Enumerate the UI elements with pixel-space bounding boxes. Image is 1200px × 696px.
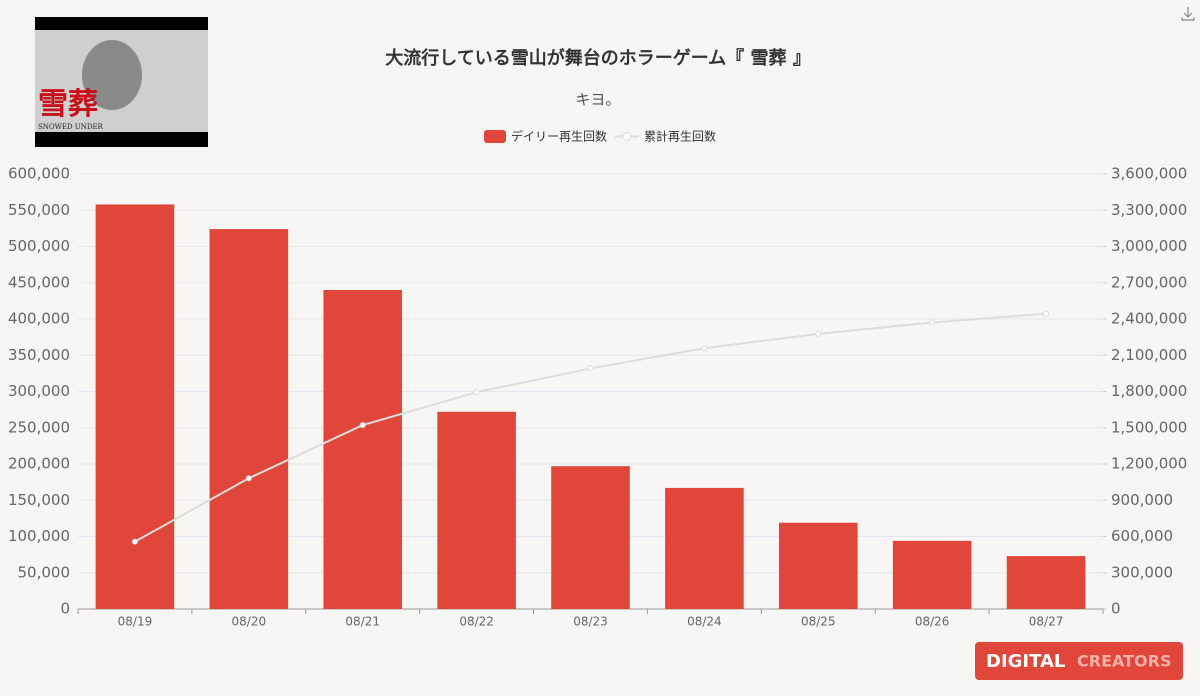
- line-point: [701, 345, 708, 352]
- logo-text[interactable]: CREATORS: [1077, 652, 1172, 671]
- y2-tick-label: 3,600,000: [1111, 165, 1187, 183]
- bar: [1006, 556, 1086, 609]
- y-tick-label: 100,000: [8, 527, 70, 545]
- line-point: [245, 475, 252, 482]
- line-point: [359, 422, 366, 429]
- thumbnail-title: 雪葬: [38, 87, 98, 122]
- thumbnail-figure: [82, 40, 142, 110]
- line-point: [815, 330, 822, 337]
- x-tick-label: 08/22: [459, 615, 494, 629]
- line-point: [131, 538, 138, 545]
- y2-tick-label: 900,000: [1111, 491, 1173, 509]
- bar: [778, 522, 858, 609]
- x-tick-label: 08/20: [232, 615, 267, 629]
- y-tick-label: 50,000: [18, 563, 71, 581]
- x-tick-label: 08/21: [345, 615, 380, 629]
- bar: [892, 540, 972, 609]
- download-glyph[interactable]: [1181, 7, 1195, 21]
- y-tick-label: 550,000: [8, 201, 70, 219]
- line-point: [473, 389, 480, 396]
- logo-box[interactable]: [975, 642, 1183, 680]
- bar: [665, 487, 744, 609]
- y2-tick-label: 0: [1111, 600, 1121, 618]
- thumbnail-subtitle: SNOWED UNDER: [38, 123, 104, 131]
- y-tick-label: 150,000: [8, 491, 70, 509]
- logo[interactable]: DIGITAL CREATORS: [975, 642, 1183, 680]
- y2-tick-label: 2,100,000: [1111, 346, 1187, 364]
- bar: [95, 204, 175, 609]
- y2-tick-label: 300,000: [1111, 563, 1173, 581]
- chart-title: 大流行している雪山が舞台のホラーゲーム『 雪葬 』: [385, 47, 810, 69]
- y-tick-label: 200,000: [8, 455, 70, 473]
- y2-tick-label: 600,000: [1111, 527, 1173, 545]
- y2-tick-label: 3,000,000: [1111, 237, 1187, 255]
- x-tick-label: 08/26: [915, 615, 950, 629]
- bar: [209, 229, 289, 609]
- x-tick-label: 08/24: [687, 615, 722, 629]
- download-icon[interactable]: [1181, 7, 1195, 21]
- y-tick-label: 300,000: [8, 382, 70, 400]
- line-point: [587, 365, 594, 372]
- line-point: [929, 319, 936, 326]
- y-tick-label: 350,000: [8, 346, 70, 364]
- y2-tick-label: 3,300,000: [1111, 201, 1187, 219]
- x-tick-label: 08/19: [118, 615, 153, 629]
- y2-tick-label: 1,800,000: [1111, 382, 1187, 400]
- bar: [323, 290, 403, 609]
- y2-tick-label: 1,500,000: [1111, 418, 1187, 436]
- legend-label: デイリー再生回数: [511, 129, 607, 144]
- y2-tick-label: 2,400,000: [1111, 310, 1187, 328]
- legend-label: 累計再生回数: [644, 129, 716, 144]
- bar: [551, 466, 630, 609]
- line-point: [1043, 310, 1050, 317]
- y-tick-label: 450,000: [8, 273, 70, 291]
- x-tick-label: 08/27: [1029, 615, 1064, 629]
- logo-text[interactable]: DIGITAL: [986, 651, 1065, 672]
- y-tick-label: 500,000: [8, 237, 70, 255]
- y-tick-label: 600,000: [8, 165, 70, 183]
- thumbnail: 雪葬 SNOWED UNDER: [35, 17, 208, 147]
- y2-tick-label: 1,200,000: [1111, 455, 1187, 473]
- y-tick-label: 0: [60, 600, 70, 618]
- legend-swatch: [484, 130, 506, 143]
- y-tick-label: 250,000: [8, 418, 70, 436]
- bar: [437, 411, 516, 609]
- chart-subtitle: キヨ。: [575, 91, 620, 109]
- x-tick-label: 08/25: [801, 615, 836, 629]
- legend-swatch: [622, 132, 632, 141]
- x-tick-label: 08/23: [573, 615, 608, 629]
- y2-tick-label: 2,700,000: [1111, 273, 1187, 291]
- y-tick-label: 400,000: [8, 310, 70, 328]
